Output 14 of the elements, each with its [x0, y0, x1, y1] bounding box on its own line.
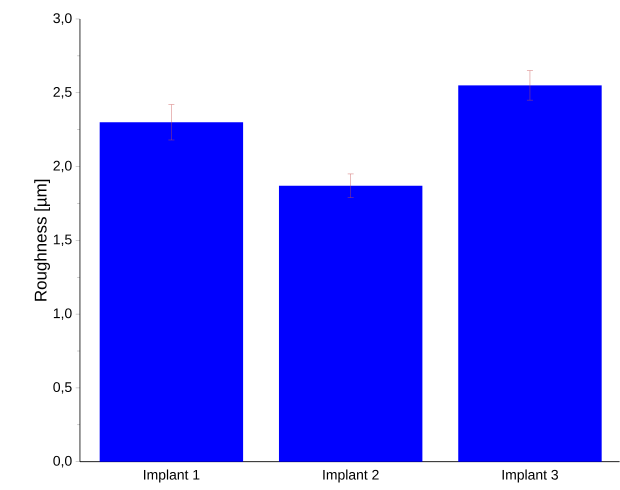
y-tick-label: 2,0 — [54, 160, 72, 172]
x-tick-label: Implant 2 — [323, 470, 379, 483]
x-tick-label: Implant 1 — [144, 470, 200, 483]
bar — [458, 86, 602, 462]
bar — [278, 186, 422, 462]
y-tick-label: 3,0 — [53, 13, 72, 25]
y-tick-label: 0,5 — [53, 382, 72, 394]
y-tick-label: 1,0 — [54, 308, 72, 320]
y-axis-title: Roughness [µm] — [34, 180, 50, 301]
y-tick-label: 1,5 — [54, 234, 72, 246]
y-tick-label: 2,5 — [54, 87, 72, 99]
x-tick-label: Implant 3 — [502, 470, 558, 483]
y-tick-label: 0,0 — [53, 456, 72, 468]
bar — [100, 122, 244, 462]
